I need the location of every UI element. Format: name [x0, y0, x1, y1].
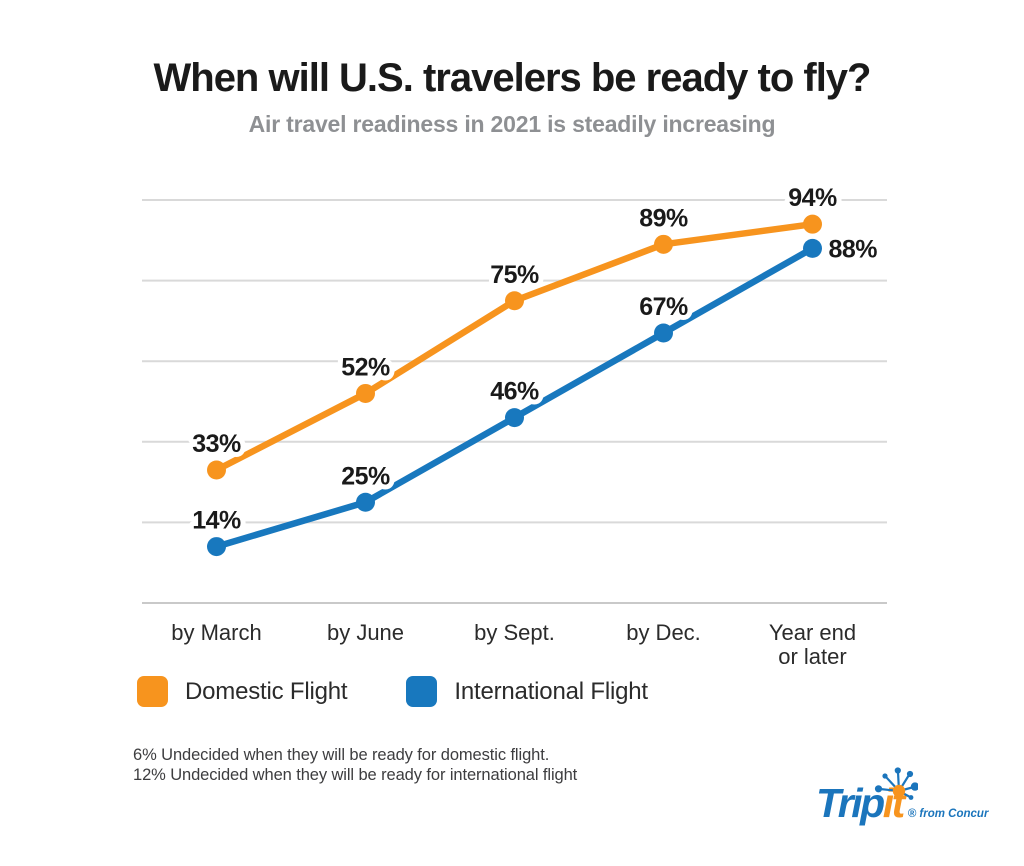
logo-suffix-text: ® from Concur — [907, 808, 989, 820]
x-tick-label-by-sept-: by Sept. — [474, 620, 555, 645]
logo-trip-text: Trip — [816, 780, 885, 826]
domestic-flight-point-by-dec- — [654, 234, 673, 254]
sparkle-icon — [874, 767, 918, 800]
international-flight-point-by-dec- — [654, 323, 673, 343]
legend-item-domestic: Domestic Flight — [137, 676, 348, 707]
x-tick-label-by-dec-: by Dec. — [626, 620, 701, 645]
footnotes: 6% Undecided when they will be ready for… — [133, 745, 577, 785]
international-flight-point-by-march — [207, 537, 226, 557]
international-flight-point-year-end-or-later — [803, 238, 822, 258]
footnote-domestic: 6% Undecided when they will be ready for… — [133, 746, 550, 764]
chart-title: When will U.S. travelers be ready to fly… — [153, 56, 872, 100]
domestic-flight-value-label-by-march: 33% — [192, 430, 241, 458]
international-flight-value-label-by-june: 25% — [341, 462, 390, 490]
domestic-flight-point-by-june — [356, 383, 375, 403]
x-tick-label-year-end-or-later: Year end — [769, 620, 856, 645]
international-flight-point-by-june — [356, 492, 375, 512]
international-flight-value-label-year-end-or-later: 88% — [829, 235, 878, 263]
international-flight-swatch — [406, 676, 438, 707]
x-tick-label-by-june: by June — [327, 620, 404, 645]
international-flight-value-label-by-march: 14% — [192, 507, 241, 535]
domestic-flight-value-label-by-june: 52% — [341, 353, 390, 381]
legend-label-domestic: Domestic Flight — [185, 677, 348, 705]
legend-item-international: International Flight — [406, 676, 648, 707]
domestic-flight-value-label-by-sept-: 75% — [490, 261, 539, 289]
tripit-logo: Trip — [816, 767, 989, 826]
international-flight-point-by-sept- — [505, 408, 524, 428]
footnote-international: 12% Undecided when they will be ready fo… — [133, 766, 578, 784]
domestic-flight-value-label-by-dec-: 89% — [639, 204, 688, 232]
x-tick-label-by-march: by March — [171, 620, 261, 645]
domestic-flight-point-by-march — [207, 460, 226, 480]
domestic-flight-value-label-year-end-or-later: 94% — [788, 184, 837, 212]
international-flight-value-label-by-dec-: 67% — [639, 293, 688, 321]
international-flight-value-label-by-sept-: 46% — [490, 378, 539, 406]
x-tick-label-year-end-or-later-line2: or later — [778, 644, 846, 669]
legend-label-international: International Flight — [454, 677, 648, 705]
chart-subtitle: Air travel readiness in 2021 is steadily… — [248, 111, 776, 137]
domestic-flight-point-by-sept- — [505, 291, 524, 311]
logo-it-text: it — [874, 767, 918, 825]
legend: Domestic Flight International Flight — [137, 676, 648, 707]
domestic-flight-point-year-end-or-later — [803, 214, 822, 234]
domestic-flight-swatch — [137, 676, 168, 707]
